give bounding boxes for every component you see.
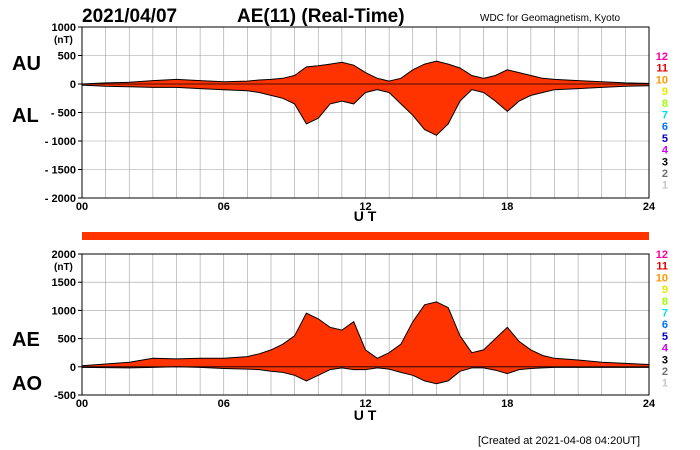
station-label: 4 — [662, 343, 669, 355]
y-tick-label: 2000 — [52, 249, 76, 261]
station-label: 8 — [662, 296, 668, 308]
series-line-ae — [81, 301, 650, 367]
series-line-au — [81, 60, 650, 85]
ao-label: AO — [12, 373, 42, 395]
x-tick-label: 24 — [643, 398, 656, 410]
station-label: 6 — [662, 319, 668, 331]
station-label: 3 — [662, 156, 668, 168]
y-tick-label: 1500 — [52, 277, 76, 289]
station-label: 6 — [662, 121, 668, 133]
y-tick-label: 500 — [58, 51, 76, 63]
station-label: 10 — [656, 272, 668, 284]
series-line-ao — [81, 366, 649, 385]
x-tick-label: 12 — [359, 398, 371, 410]
x-axis-label-bottom: U T — [354, 407, 377, 423]
x-axis-label-top: U T — [354, 208, 377, 224]
station-label: 9 — [662, 284, 668, 296]
y-tick-label: 1000 — [52, 22, 76, 34]
unit-label-top: (nT) — [54, 35, 73, 46]
y-tick-label: 500 — [58, 334, 76, 346]
plot-frame — [81, 253, 650, 396]
x-tick-label: 06 — [218, 201, 230, 213]
created-timestamp: [Created at 2021-04-08 04:20UT] — [478, 435, 640, 447]
x-tick-label: 06 — [218, 398, 230, 410]
y-tick-label: - 1000 — [45, 136, 76, 148]
y-tick-label: 1000 — [52, 305, 76, 317]
station-label: 12 — [656, 249, 668, 261]
al-label: AL — [12, 105, 39, 127]
x-tick-label: 00 — [76, 398, 88, 410]
station-label: 3 — [662, 354, 668, 366]
au-label: AU — [12, 53, 41, 75]
y-tick-label: - 500 — [51, 108, 76, 120]
station-label: 8 — [662, 98, 668, 110]
station-label: 11 — [656, 63, 668, 75]
y-tick-label: 0 — [70, 79, 76, 91]
station-coverage-bar — [82, 232, 649, 240]
station-label: 2 — [662, 366, 668, 378]
ae-label: AE — [12, 329, 40, 351]
source-label: WDC for Geomagnetism, Kyoto — [480, 13, 620, 24]
station-label: 7 — [662, 110, 668, 122]
station-label: 9 — [662, 86, 668, 98]
station-label: 7 — [662, 308, 668, 320]
unit-label-bottom: (nT) — [54, 262, 73, 273]
x-tick-label: 24 — [643, 201, 656, 213]
station-label: 4 — [662, 145, 669, 157]
station-label: 2 — [662, 168, 668, 180]
station-label: 1 — [662, 180, 668, 192]
station-label: 1 — [662, 378, 668, 390]
series-line-al — [81, 84, 650, 136]
station-label: 11 — [656, 261, 668, 273]
envelope-fill — [82, 301, 649, 384]
x-tick-label: 00 — [76, 201, 88, 213]
y-tick-label: - 2000 — [45, 193, 76, 205]
y-tick-label: 0 — [70, 362, 76, 374]
x-tick-label: 18 — [501, 398, 513, 410]
station-label: 10 — [656, 74, 668, 86]
plot-title: AE(11) (Real-Time) — [237, 6, 405, 27]
y-tick-label: - 1500 — [45, 165, 76, 177]
station-label: 5 — [662, 331, 668, 343]
date-label: 2021/04/07 — [82, 6, 177, 27]
x-tick-label: 18 — [501, 201, 513, 213]
station-label: 12 — [656, 51, 668, 63]
station-label: 5 — [662, 133, 668, 145]
envelope-fill — [82, 61, 649, 136]
x-tick-label: 12 — [359, 201, 371, 213]
y-tick-label: -500 — [54, 390, 76, 402]
